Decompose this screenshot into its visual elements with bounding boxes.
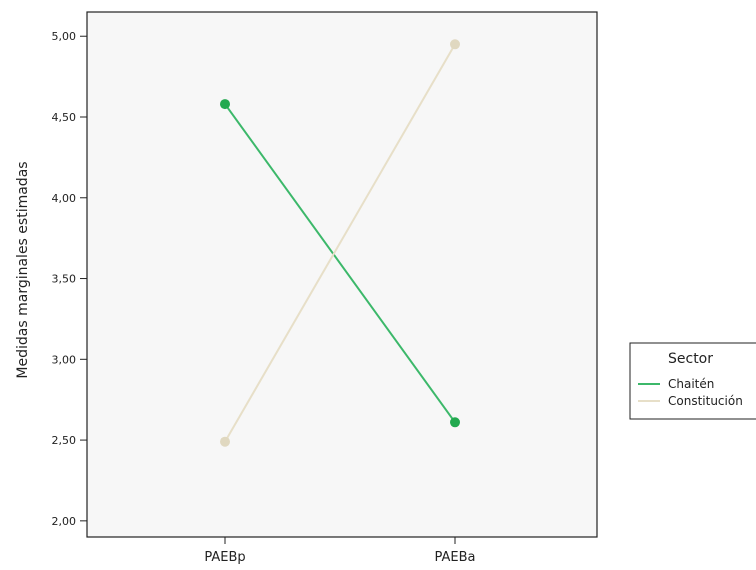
legend: Sector Chaitén Constitución xyxy=(629,342,756,420)
plot-area xyxy=(86,11,598,538)
y-tick-label: 2,00 xyxy=(52,515,77,528)
series-line-1 xyxy=(224,103,456,423)
y-tick-label: 2,50 xyxy=(52,434,77,447)
legend-label: Constitución xyxy=(668,394,743,408)
x-axis-ticks: PAEBp PAEBa xyxy=(204,537,476,565)
legend-items: Chaitén Constitución xyxy=(638,377,743,408)
legend-label: Chaitén xyxy=(668,377,714,391)
x-tick-label: PAEBa xyxy=(435,550,476,565)
x-tick-label: PAEBp xyxy=(204,550,245,565)
legend-box xyxy=(629,342,756,420)
data-point xyxy=(220,436,230,447)
data-point xyxy=(220,99,230,110)
series-line-2 xyxy=(224,43,456,443)
y-tick-label: 4,50 xyxy=(52,111,77,124)
y-tick-label: 4,00 xyxy=(52,192,77,205)
y-axis-title: Medidas marginales estimadas xyxy=(15,161,31,378)
y-tick-label: 5,00 xyxy=(52,30,77,43)
y-tick-label: 3,00 xyxy=(52,353,77,366)
y-axis-ticks: 2,00 2,50 3,00 3,50 4,00 4,50 5,00 xyxy=(52,30,87,528)
y-tick-label: 3,50 xyxy=(52,273,77,286)
legend-title: Sector xyxy=(668,351,713,367)
series-lines xyxy=(224,43,456,443)
data-point xyxy=(450,417,460,428)
data-point xyxy=(450,39,460,50)
series-points xyxy=(220,39,460,447)
